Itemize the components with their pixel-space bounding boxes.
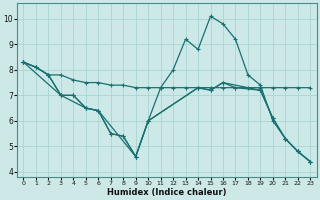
X-axis label: Humidex (Indice chaleur): Humidex (Indice chaleur) [107,188,227,197]
